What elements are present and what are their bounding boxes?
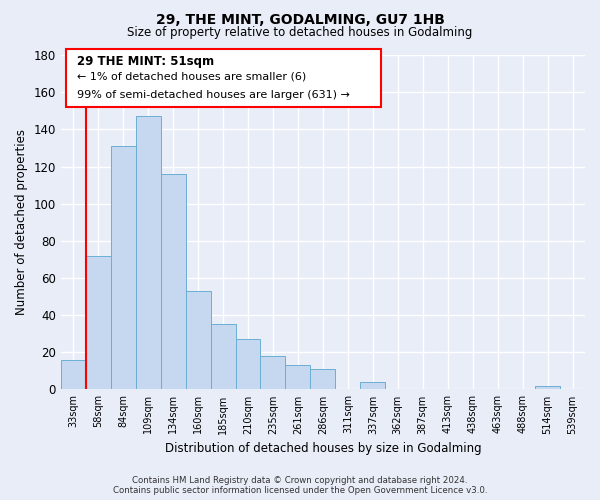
- X-axis label: Distribution of detached houses by size in Godalming: Distribution of detached houses by size …: [164, 442, 481, 455]
- Text: 29 THE MINT: 51sqm: 29 THE MINT: 51sqm: [77, 55, 214, 68]
- Text: 29, THE MINT, GODALMING, GU7 1HB: 29, THE MINT, GODALMING, GU7 1HB: [155, 12, 445, 26]
- Bar: [211, 324, 236, 390]
- FancyBboxPatch shape: [66, 48, 380, 107]
- Bar: [361, 382, 385, 390]
- Bar: [185, 291, 211, 390]
- Bar: [86, 256, 111, 390]
- Y-axis label: Number of detached properties: Number of detached properties: [15, 130, 28, 316]
- Bar: [236, 340, 260, 390]
- Text: Size of property relative to detached houses in Godalming: Size of property relative to detached ho…: [127, 26, 473, 39]
- Bar: [260, 356, 286, 390]
- Text: 99% of semi-detached houses are larger (631) →: 99% of semi-detached houses are larger (…: [77, 90, 349, 101]
- Text: Contains HM Land Registry data © Crown copyright and database right 2024.
Contai: Contains HM Land Registry data © Crown c…: [113, 476, 487, 495]
- Bar: [136, 116, 161, 390]
- Text: ← 1% of detached houses are smaller (6): ← 1% of detached houses are smaller (6): [77, 72, 306, 82]
- Bar: [286, 366, 310, 390]
- Bar: [111, 146, 136, 390]
- Bar: [61, 360, 86, 390]
- Bar: [161, 174, 185, 390]
- Bar: [535, 386, 560, 390]
- Bar: [310, 369, 335, 390]
